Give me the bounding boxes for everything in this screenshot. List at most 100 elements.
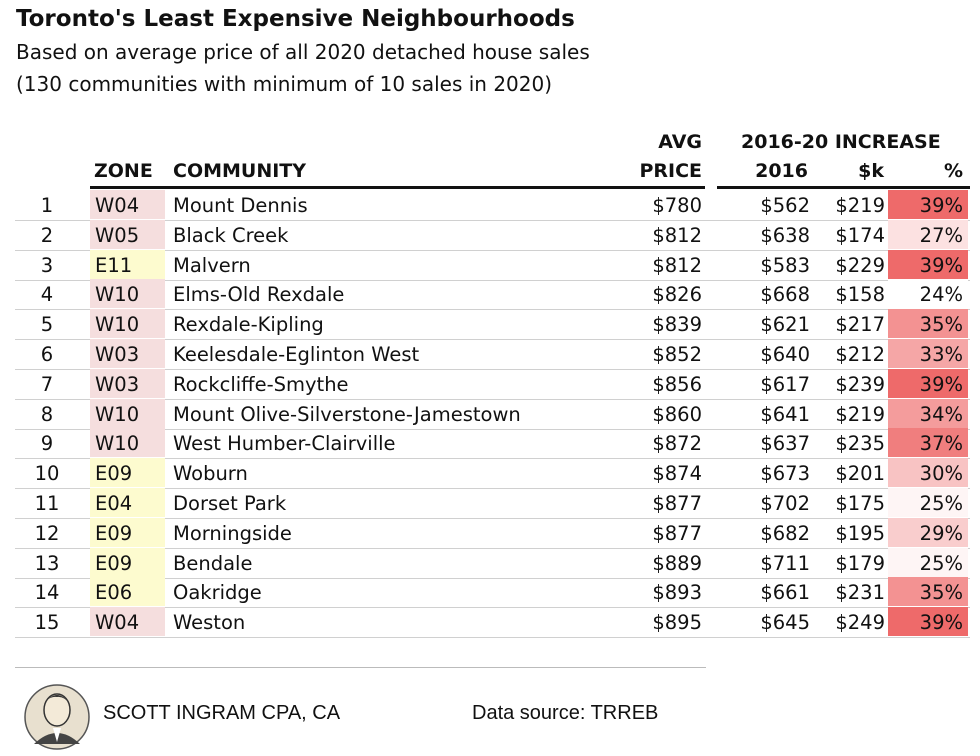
increase-k: $219	[835, 402, 885, 426]
table-row: 8 W10 Mount Olive-Silverstone-Jamestown $86…	[15, 398, 970, 430]
increase-k: $179	[835, 551, 885, 575]
avg-price: $826	[652, 283, 702, 307]
increase-k: $212	[835, 343, 885, 366]
author: SCOTT INGRAM CPA, CA	[103, 702, 341, 724]
increase-k: $195	[835, 521, 885, 545]
increase-k: $158	[835, 283, 885, 307]
community: Elms-Old Rexdale	[173, 283, 345, 307]
increase-pct: 39%	[888, 249, 968, 279]
increase-pct: 25%	[888, 488, 968, 517]
column-header: ZONE	[94, 160, 153, 182]
price-2016: $562	[760, 194, 810, 217]
community: Weston	[173, 611, 246, 635]
price-2016: $641	[760, 402, 810, 426]
rank: 11	[34, 492, 60, 515]
avg-price: $872	[652, 432, 702, 456]
zone: W04	[90, 607, 165, 637]
avg-price: $895	[652, 611, 702, 635]
subtitle: (130 communities with minimum of 10 sale…	[16, 72, 553, 96]
community: Morningside	[173, 521, 292, 545]
increase-pct: 34%	[888, 398, 968, 428]
table-row: 4 W10 Elms-Old Rexdale $826 $668 $158 24%	[15, 279, 970, 311]
rank: 3	[40, 253, 54, 277]
rank: 4	[40, 283, 54, 307]
table-row: 2 W05 Black Creek $812 $638 $174 27%	[15, 219, 970, 251]
community: Bendale	[173, 551, 253, 575]
header-rule	[717, 186, 970, 189]
avg-price: $780	[652, 194, 702, 217]
zone: W10	[90, 398, 165, 428]
table-row: 3 E11 Malvern $812 $583 $229 39%	[15, 249, 970, 281]
price-2016: $682	[760, 521, 810, 545]
community: Malvern	[173, 253, 251, 277]
rank: 13	[34, 551, 60, 575]
increase-k: $219	[835, 194, 885, 217]
table-row: 15 W04 Weston $895 $645 $249 39%	[15, 607, 970, 639]
increase-pct: 39%	[888, 190, 968, 219]
avg-price: $839	[652, 313, 702, 337]
community: Dorset Park	[173, 492, 287, 515]
community: Rexdale-Kipling	[173, 313, 324, 337]
zone: E04	[90, 488, 165, 517]
zone: W04	[90, 190, 165, 219]
table-row: 11 E04 Dorset Park $877 $702 $175 25%	[15, 488, 970, 519]
community: West Humber-Clairville	[173, 432, 396, 456]
column-header: PRICE	[639, 160, 702, 182]
increase-k: $217	[835, 313, 885, 337]
avg-price: $874	[652, 462, 702, 486]
source: Data source: TRREB	[472, 702, 659, 724]
price-2016: $638	[760, 223, 810, 247]
increase-k: $229	[835, 253, 885, 277]
rank: 1	[40, 194, 54, 217]
zone: E09	[90, 547, 165, 577]
community: Keelesdale-Eglinton West	[173, 343, 420, 366]
zone: E09	[90, 458, 165, 488]
avg-price: $889	[652, 551, 702, 575]
price-2016: $711	[760, 551, 810, 575]
price-2016: $583	[760, 253, 810, 277]
avg-price: $877	[652, 521, 702, 545]
increase-k: $174	[835, 223, 885, 247]
title: Toronto's Least Expensive Neighbourhoods	[16, 6, 575, 32]
increase-pct: 29%	[888, 517, 968, 547]
rank: 12	[34, 521, 60, 545]
zone: E06	[90, 577, 165, 607]
table-row: 9 W10 West Humber-Clairville $872 $637 $235 37…	[15, 428, 970, 460]
table-row: 12 E09 Morningside $877 $682 $195 29%	[15, 517, 970, 549]
author-avatar	[24, 684, 90, 750]
zone: W10	[90, 309, 165, 339]
price-2016: $645	[760, 611, 810, 635]
increase-pct: 35%	[888, 577, 968, 607]
zone: W10	[90, 428, 165, 458]
column-header: COMMUNITY	[173, 160, 307, 182]
price-2016: $621	[760, 313, 810, 337]
zone: W03	[90, 339, 165, 368]
increase-pct: 39%	[888, 368, 968, 398]
increase-pct: 33%	[888, 339, 968, 368]
community: Mount Dennis	[173, 194, 308, 217]
community: Oakridge	[173, 581, 262, 605]
community: Woburn	[173, 462, 248, 486]
increase-pct: 35%	[888, 309, 968, 339]
rank: 5	[40, 313, 54, 337]
price-2016: $637	[760, 432, 810, 456]
rank: 8	[40, 402, 54, 426]
table-row: 7 W03 Rockcliffe-Smythe $856 $617 $239 39%	[15, 368, 970, 400]
increase-pct: 27%	[888, 219, 968, 249]
avg-price: $893	[652, 581, 702, 605]
rank: 2	[40, 223, 54, 247]
increase-k: $235	[835, 432, 885, 456]
increase-pct: 37%	[888, 428, 968, 458]
zone: E11	[90, 249, 165, 279]
avg-price: $812	[652, 253, 702, 277]
header-rule	[90, 186, 705, 189]
zone: W05	[90, 219, 165, 249]
rank: 6	[40, 343, 54, 366]
column-header: 2016	[755, 160, 808, 182]
footer-rule	[15, 667, 706, 668]
avg-price: $877	[652, 492, 702, 515]
rank: 7	[40, 372, 54, 396]
price-2016: $640	[760, 343, 810, 366]
increase-k: $249	[835, 611, 885, 635]
